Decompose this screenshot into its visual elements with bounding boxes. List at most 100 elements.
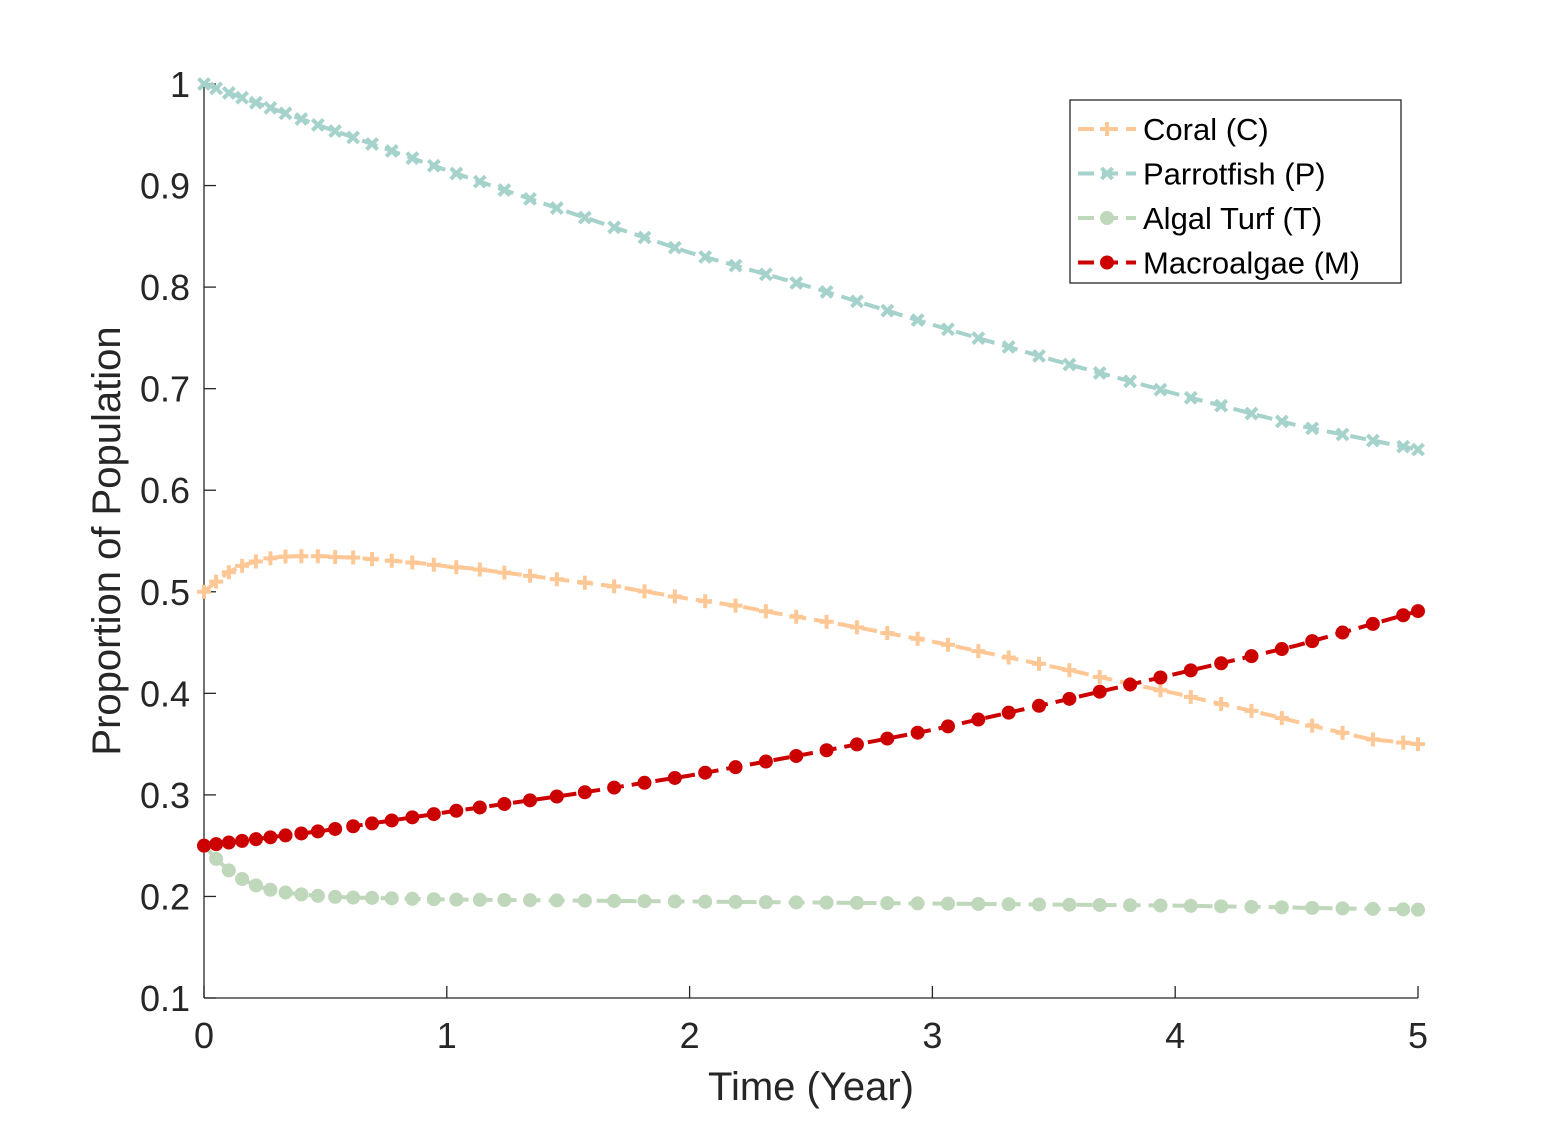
data-point: [607, 893, 622, 908]
data-point: [384, 891, 399, 906]
data-point: [310, 888, 325, 903]
data-point: [263, 882, 278, 897]
data-point: [405, 555, 420, 570]
data-point: [278, 549, 293, 564]
data-point: [449, 803, 464, 818]
data-point: [235, 833, 250, 848]
data-point: [384, 144, 399, 158]
data-point: [728, 760, 743, 775]
data-point: [294, 112, 309, 126]
x-tick-label: 0: [194, 1015, 214, 1056]
data-point: [1214, 398, 1229, 413]
series-line: [203, 609, 1419, 848]
data-point: [940, 637, 955, 652]
data-point: [384, 553, 399, 568]
data-point: [197, 838, 211, 853]
data-point: [549, 893, 564, 908]
data-point: [1396, 439, 1411, 454]
data-point: [1183, 689, 1198, 704]
data-point: [1001, 650, 1016, 665]
data-point: [221, 86, 236, 100]
data-point: [346, 890, 361, 905]
data-point: [472, 892, 487, 907]
data-point: [1214, 899, 1229, 914]
data-point: [1062, 663, 1077, 678]
legend-marker: [1100, 166, 1114, 181]
data-point: [667, 589, 682, 604]
series-4: [197, 604, 1425, 853]
data-point: [1335, 625, 1350, 640]
legend-marker: [1100, 122, 1114, 136]
data-point: [637, 584, 652, 599]
data-point: [235, 558, 250, 573]
data-point: [880, 896, 895, 911]
x-axis-title: Time (Year): [708, 1065, 914, 1109]
data-point: [1411, 604, 1425, 619]
data-point: [497, 892, 512, 907]
data-point: [1274, 642, 1289, 657]
data-point: [523, 568, 538, 583]
data-point: [849, 895, 864, 910]
data-point: [328, 821, 343, 836]
data-point: [758, 895, 773, 910]
legend-entry: Algal Turf (T): [1078, 201, 1322, 236]
data-point: [1244, 703, 1259, 718]
data-point: [758, 267, 773, 282]
data-point: [263, 830, 278, 845]
y-tick-label: 1: [170, 64, 190, 105]
plot-area: [197, 77, 1425, 917]
data-point: [197, 77, 211, 91]
y-tick-label: 0.8: [140, 267, 190, 308]
x-tick-label: 2: [680, 1015, 700, 1056]
y-tick-label: 0.7: [140, 369, 190, 410]
data-point: [1365, 901, 1380, 916]
data-point: [449, 560, 464, 575]
data-point: [577, 893, 592, 908]
data-point: [1032, 656, 1047, 671]
series-3: [197, 838, 1425, 917]
data-point: [248, 878, 263, 893]
data-point: [607, 780, 622, 795]
data-point: [405, 151, 420, 166]
data-point: [1001, 705, 1016, 720]
data-point: [209, 574, 224, 589]
data-point: [497, 565, 512, 580]
data-point: [1032, 698, 1047, 713]
data-point: [880, 626, 895, 641]
data-point: [405, 810, 420, 825]
data-point: [209, 81, 224, 96]
data-point: [667, 240, 682, 255]
data-point: [249, 95, 263, 110]
data-point: [365, 816, 380, 831]
legend-label: Parrotfish (P): [1143, 157, 1326, 192]
data-point: [1335, 725, 1350, 740]
data-point: [221, 565, 236, 580]
x-tick-label: 3: [922, 1015, 942, 1056]
data-point: [365, 890, 380, 905]
data-point: [1092, 684, 1107, 699]
legend-label: Coral (C): [1143, 112, 1269, 147]
data-point: [1396, 608, 1411, 623]
data-point: [405, 891, 420, 906]
data-point: [667, 770, 682, 785]
data-point: [819, 895, 834, 910]
data-point: [523, 793, 538, 808]
data-point: [209, 851, 224, 866]
data-point: [1062, 897, 1077, 912]
data-point: [940, 896, 955, 911]
y-tick-label: 0.1: [140, 978, 190, 1019]
data-point: [1244, 899, 1259, 914]
data-point: [1214, 656, 1229, 671]
series-line: [202, 554, 1419, 747]
data-point: [971, 331, 986, 346]
data-point: [523, 191, 537, 206]
y-tick-label: 0.9: [140, 166, 190, 207]
data-point: [1183, 390, 1198, 405]
data-point: [910, 313, 925, 328]
data-point: [577, 575, 592, 590]
data-point: [365, 137, 379, 151]
data-point: [328, 889, 343, 904]
y-tick-label: 0.2: [140, 876, 190, 917]
data-point: [1062, 357, 1077, 372]
